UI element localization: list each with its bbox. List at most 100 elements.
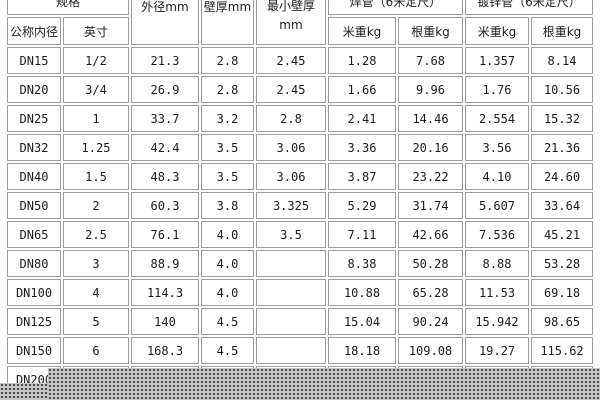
table-cell: 15.04: [328, 308, 396, 335]
table-row: DN80 3 88.9 4.0 8.38 50.28 8.88 53.28: [7, 250, 593, 277]
table-cell: 114.3: [131, 279, 199, 306]
table-cell: 19.27: [465, 337, 529, 364]
table-cell: 1.76: [465, 76, 529, 103]
table-cell: 50.28: [398, 250, 463, 277]
table-cell: 42.4: [131, 134, 199, 161]
table-cell: 3.36: [328, 134, 396, 161]
table-cell: 14.46: [398, 105, 463, 132]
table-cell: 60.3: [131, 192, 199, 219]
table-cell: 3.8: [201, 192, 254, 219]
table-cell: 3/4: [63, 76, 129, 103]
table-cell: 8.88: [465, 250, 529, 277]
table-cell: 4.0: [201, 250, 254, 277]
table-cell: 76.1: [131, 221, 199, 248]
table-cell: 90.24: [398, 308, 463, 335]
table-cell: 10.56: [531, 76, 593, 103]
table-cell: 5: [63, 308, 129, 335]
table-cell: 2.554: [465, 105, 529, 132]
table-cell: [256, 279, 326, 306]
pipe-spec-table: 规格 外径mm 壁厚mm 最小壁厚 mm 焊管（6米定尺） 镀锌管（6米定尺） …: [5, 0, 595, 395]
header-row-sub: 公称内径 英寸 米重kg 根重kg 米重kg 根重kg: [7, 17, 593, 45]
table-row: DN40 1.5 48.3 3.5 3.06 3.87 23.22 4.10 24.60: [7, 163, 593, 190]
table-cell: 2.8: [201, 76, 254, 103]
table-row: DN125 5 140 4.5 15.04 90.24 15.942 98.65: [7, 308, 593, 335]
table-cell: 3.2: [201, 105, 254, 132]
table-cell: 3.5: [201, 163, 254, 190]
table-cell: 2.41: [328, 105, 396, 132]
table-cell: 3.56: [465, 134, 529, 161]
table-row: DN150 6 168.3 4.5 18.18 109.08 19.27 115.62: [7, 337, 593, 364]
table-cell: 8.14: [531, 47, 593, 74]
table-cell: 3.5: [256, 221, 326, 248]
table-cell: 33.64: [531, 192, 593, 219]
table-cell: 18.18: [328, 337, 396, 364]
table-body: DN15 1/2 21.3 2.8 2.45 1.28 7.68 1.357 8.14 DN20 3…: [7, 47, 593, 393]
table-cell: 53.28: [531, 250, 593, 277]
table-cell: DN65: [7, 221, 61, 248]
table-cell: 2.45: [256, 47, 326, 74]
table-cell: 21.3: [131, 47, 199, 74]
col-header-wall-thickness: 壁厚mm: [201, 0, 254, 45]
table-cell: DN20: [7, 76, 61, 103]
table-cell: 69.18: [531, 279, 593, 306]
table-cell: 7.68: [398, 47, 463, 74]
table-cell: 98.65: [531, 308, 593, 335]
table-cell: 4.10: [465, 163, 529, 190]
col-header-outer-diameter: 外径mm: [131, 0, 199, 45]
table-cell: 31.74: [398, 192, 463, 219]
table-cell: 2.8: [256, 105, 326, 132]
table-cell: 15.942: [465, 308, 529, 335]
table-cell: 65.28: [398, 279, 463, 306]
table-cell: 7.536: [465, 221, 529, 248]
table-cell: DN100: [7, 279, 61, 306]
table-cell: 3.87: [328, 163, 396, 190]
col-header-welded-pipe-group: 焊管（6米定尺）: [328, 0, 463, 15]
erased-region-overlay: [48, 368, 600, 400]
col-header-spec-group: 规格: [7, 0, 129, 15]
table-cell: DN150: [7, 337, 61, 364]
table-cell: 4.0: [201, 221, 254, 248]
table-cell: 26.9: [131, 76, 199, 103]
table-cell: 4: [63, 279, 129, 306]
table-cell: 4.0: [201, 279, 254, 306]
table-cell: 45.21: [531, 221, 593, 248]
table-cell: 168.3: [131, 337, 199, 364]
table-cell: DN25: [7, 105, 61, 132]
min-wall-thickness-line2: mm: [279, 18, 303, 32]
table-cell: 5.29: [328, 192, 396, 219]
header-row-groups: 规格 外径mm 壁厚mm 最小壁厚 mm 焊管（6米定尺） 镀锌管（6米定尺）: [7, 0, 593, 45]
table-cell: 109.08: [398, 337, 463, 364]
min-wall-thickness-line1: 最小壁厚: [266, 0, 315, 13]
table-cell: 3.06: [256, 163, 326, 190]
table-cell: 10.88: [328, 279, 396, 306]
col-header-galvanized-weight-per-piece: 根重kg: [531, 17, 593, 45]
table-row: DN50 2 60.3 3.8 3.325 5.29 31.74 5.607 33.64: [7, 192, 593, 219]
table-cell: 21.36: [531, 134, 593, 161]
table-cell: 140: [131, 308, 199, 335]
table-row: DN20 3/4 26.9 2.8 2.45 1.66 9.96 1.76 10.56: [7, 76, 593, 103]
table-cell: [256, 337, 326, 364]
table-cell: 1: [63, 105, 129, 132]
table-cell: 15.32: [531, 105, 593, 132]
table-cell: 1.66: [328, 76, 396, 103]
table-cell: 11.53: [465, 279, 529, 306]
table-cell: 3.06: [256, 134, 326, 161]
table-cell: 1.5: [63, 163, 129, 190]
table-cell: 9.96: [398, 76, 463, 103]
table-cell: 20.16: [398, 134, 463, 161]
table-row: DN32 1.25 42.4 3.5 3.06 3.36 20.16 3.56 21.36: [7, 134, 593, 161]
table-cell: 88.9: [131, 250, 199, 277]
table-cell: 4.5: [201, 337, 254, 364]
table-cell: 1.28: [328, 47, 396, 74]
table-cell: 1.357: [465, 47, 529, 74]
table-cell: 6: [63, 337, 129, 364]
table-cell: 3: [63, 250, 129, 277]
table-cell: 5.607: [465, 192, 529, 219]
table-row: DN15 1/2 21.3 2.8 2.45 1.28 7.68 1.357 8.14: [7, 47, 593, 74]
col-header-nominal-inner-diameter: 公称内径: [7, 17, 61, 45]
table-cell: 2.5: [63, 221, 129, 248]
table-cell: 1/2: [63, 47, 129, 74]
table-cell: 1.25: [63, 134, 129, 161]
table-cell: 24.60: [531, 163, 593, 190]
